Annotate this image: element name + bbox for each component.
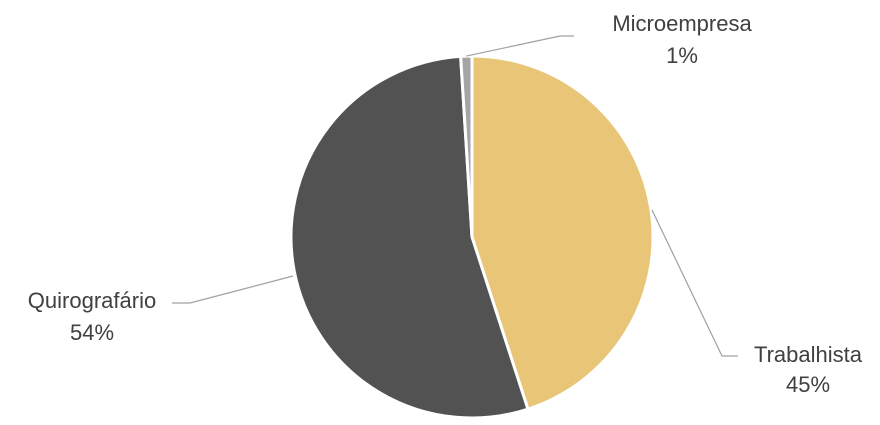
leader-line-microempresa bbox=[466, 35, 574, 57]
data-label-trabalhista-percent: 45% bbox=[786, 372, 830, 397]
pie-slices bbox=[289, 54, 655, 420]
chart-title bbox=[0, 0, 540, 14]
data-label-microempresa-name: Microempresa bbox=[612, 11, 752, 36]
data-label-trabalhista-name: Trabalhista bbox=[754, 342, 863, 367]
data-label-quirografario-percent: 54% bbox=[70, 320, 114, 345]
pie-slice-quirografario bbox=[289, 54, 530, 420]
leader-lines bbox=[172, 35, 738, 357]
data-label-quirografario-name: Quirografário bbox=[28, 288, 156, 313]
pie-slice-trabalhista bbox=[470, 54, 655, 411]
leader-line-trabalhista bbox=[651, 209, 738, 357]
data-label-microempresa-percent: 1% bbox=[666, 43, 698, 68]
leader-line-quirografario bbox=[172, 275, 294, 304]
